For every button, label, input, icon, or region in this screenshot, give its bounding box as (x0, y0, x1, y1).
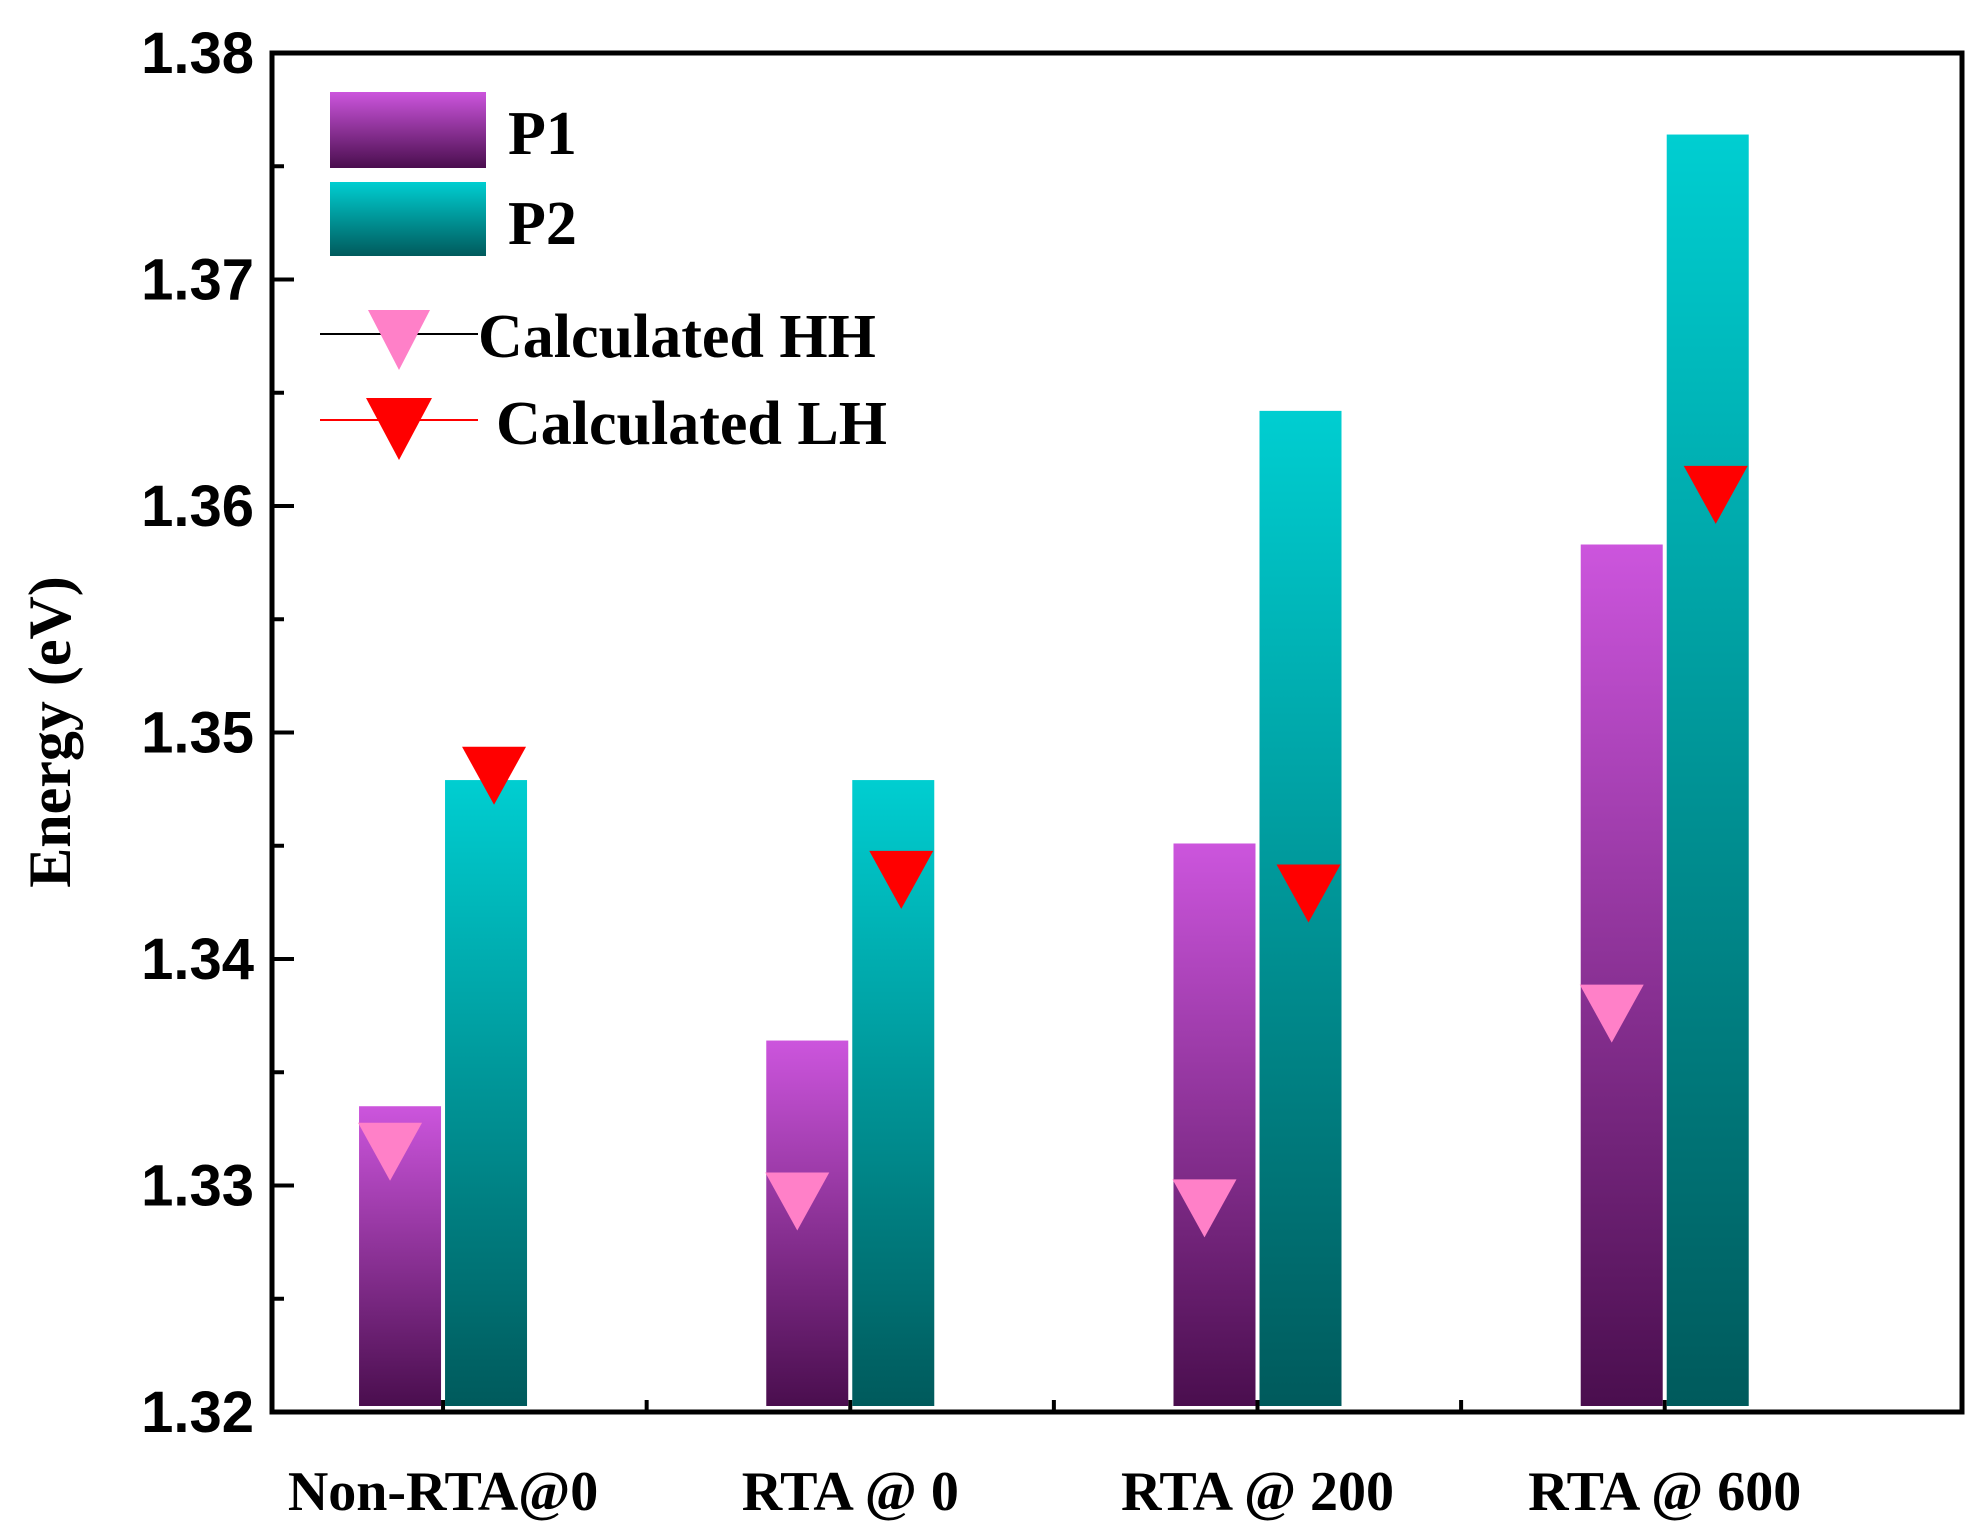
marker-calculated-lh (462, 746, 527, 805)
marker-calculated-hh (358, 1122, 423, 1181)
legend-swatch-p1 (330, 92, 486, 168)
y-tick-label: 1.37 (141, 248, 254, 313)
y-axis-title: Energy (eV) (17, 576, 83, 888)
bar-p1 (1580, 544, 1663, 1406)
x-axis-ticks: Non-RTA@0 RTA @ 0 RTA @ 200 RTA @ 600 (288, 1400, 1801, 1523)
marker-calculated-lh (1276, 864, 1341, 923)
bars-layer (359, 134, 1749, 1406)
legend-marker-hh (368, 310, 430, 370)
bar-p1 (1173, 843, 1256, 1406)
y-tick-label: 1.35 (141, 701, 254, 766)
marker-calculated-hh (1579, 984, 1644, 1043)
marker-calculated-lh (1683, 465, 1748, 524)
bar-p2 (1259, 410, 1342, 1406)
y-tick-label: 1.34 (141, 927, 254, 992)
bar-p2 (445, 780, 528, 1406)
legend-label-lh: Calculated LH (496, 390, 887, 458)
markers-layer (358, 465, 1748, 1238)
legend-label-p2: P2 (508, 190, 577, 258)
legend-label-hh: Calculated HH (478, 303, 876, 371)
x-tick-label: RTA @ 0 (742, 1461, 959, 1523)
y-axis-ticks: 1.32 1.33 1.34 1.35 1.36 1.37 1.38 (141, 21, 294, 1445)
x-tick-label: Non-RTA@0 (288, 1461, 598, 1523)
legend-swatch-p2 (330, 182, 486, 256)
legend: P1 P2 Calculated HH Calculated LH (320, 92, 887, 460)
marker-calculated-lh (869, 850, 934, 909)
y-tick-label: 1.33 (141, 1154, 254, 1219)
legend-label-p1: P1 (508, 100, 577, 168)
y-tick-label: 1.32 (141, 1380, 254, 1445)
bar-p2 (1666, 134, 1749, 1406)
marker-calculated-hh (765, 1172, 830, 1231)
bar-p1 (766, 1040, 849, 1406)
y-tick-label: 1.38 (141, 21, 254, 86)
x-tick-label: RTA @ 200 (1121, 1461, 1394, 1523)
legend-marker-lh (366, 398, 432, 460)
x-tick-label: RTA @ 600 (1528, 1461, 1801, 1523)
marker-calculated-hh (1172, 1179, 1237, 1238)
y-tick-label: 1.36 (141, 474, 254, 539)
